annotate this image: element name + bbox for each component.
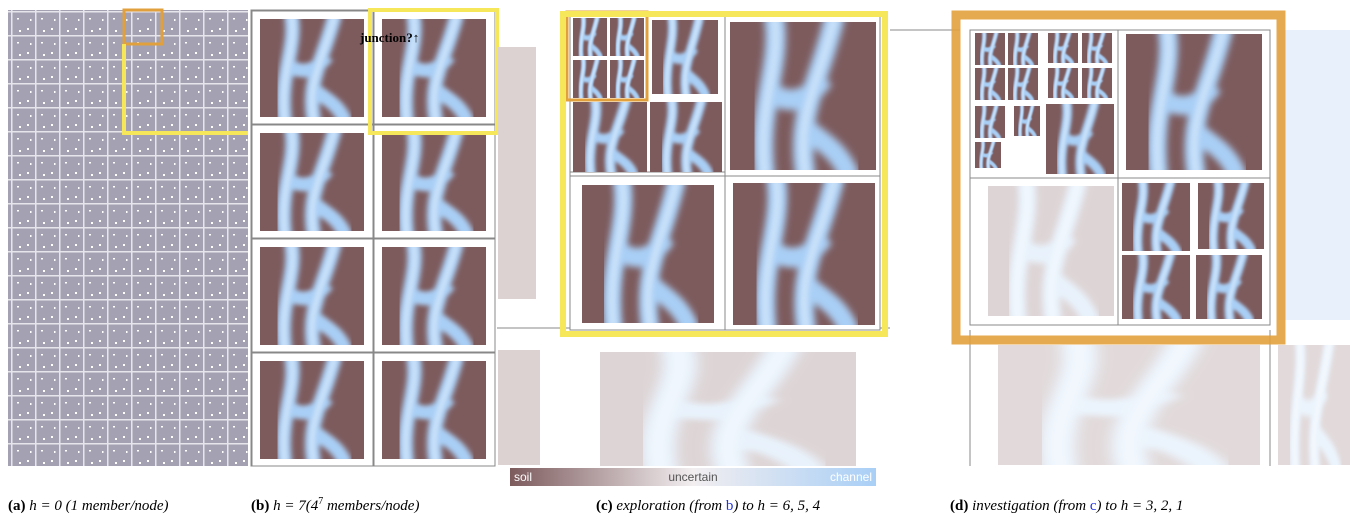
thumbnail: [382, 128, 486, 236]
legend-high: channel: [830, 470, 872, 484]
caption-text: exploration (from: [616, 498, 725, 514]
caption-text: c: [1090, 498, 1097, 514]
caption-a: (a) h = 0 (1 member/node): [8, 498, 169, 514]
caption-label: (d): [950, 498, 968, 514]
caption-text: (1 member/node): [62, 498, 169, 514]
legend-bar: [510, 468, 876, 486]
caption-b: (b) h = 7(47 members/node): [251, 496, 419, 514]
panel-c: soil uncertain channel: [497, 10, 960, 486]
thumbnail: [260, 356, 364, 464]
caption-c: (c) exploration (from b) to h = 6, 5, 4: [596, 498, 821, 514]
highlight: [368, 8, 499, 135]
caption-label: (b): [251, 498, 269, 514]
legend-low: soil: [514, 470, 532, 484]
caption-text: b: [726, 498, 734, 514]
panel-b: [250, 9, 496, 467]
caption-label: (a): [8, 498, 26, 514]
caption-text: ) to h = 3, 2, 1: [1096, 498, 1184, 514]
caption-text: members/node): [323, 498, 419, 514]
caption-label: (c): [596, 498, 613, 514]
annotation: junction?↑: [359, 30, 419, 45]
thumbnail: [260, 14, 364, 122]
thumbnail: [260, 128, 364, 236]
caption-text: h = 0: [29, 498, 62, 514]
thumbnail: [260, 242, 364, 350]
caption-text: investigation (from: [972, 498, 1090, 514]
panel-a: [8, 8, 248, 466]
caption-sup: 7: [318, 496, 323, 507]
panel-d: [951, 10, 1350, 466]
legend-mid: uncertain: [668, 470, 717, 484]
thumbnail: [382, 356, 486, 464]
caption-text: h = 7(4: [273, 498, 319, 514]
caption-d: (d) investigation (from c) to h = 3, 2, …: [950, 498, 1183, 514]
caption-text: ) to h = 6, 5, 4: [732, 498, 820, 514]
thumbnail: [382, 242, 486, 350]
